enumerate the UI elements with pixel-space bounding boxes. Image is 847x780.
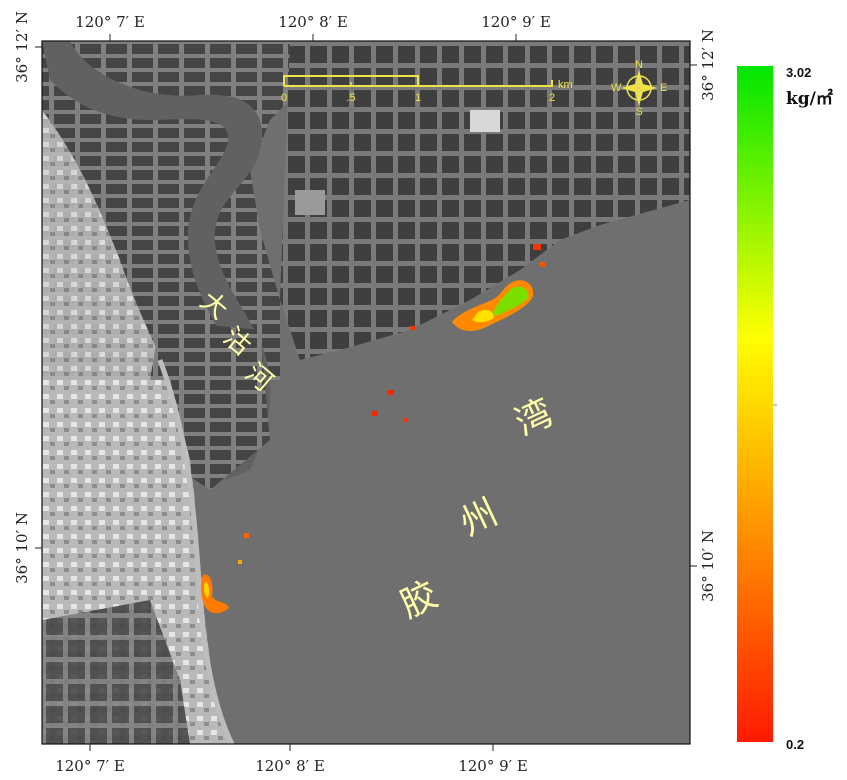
pond-area-southwest [42, 600, 190, 744]
scale-label-0: 0 [281, 92, 287, 104]
left-tick-2: 36° 10′ N [13, 512, 31, 584]
compass-e: E [660, 82, 667, 94]
right-tick-2: 36° 10′ N [699, 530, 717, 602]
bright-building [470, 110, 500, 132]
biomass-patches [201, 244, 545, 614]
scale-label-2: 2 [549, 92, 555, 104]
compass-n: N [635, 59, 643, 71]
legend-max: 3.02 [786, 65, 811, 80]
top-tick-3: 120° 9′ E [481, 13, 551, 31]
compass-w: W [611, 82, 622, 94]
scale-label-half: .5 [346, 92, 355, 104]
pond-area-northeast [280, 41, 690, 360]
compass-s: S [635, 106, 642, 118]
legend-unit: kg/㎡ [786, 88, 833, 109]
map-image [42, 41, 690, 744]
top-tick-1: 120° 7′ E [75, 13, 145, 31]
scale-unit: km [558, 79, 573, 91]
map-border [41, 40, 691, 745]
bottom-tick-2: 120° 8′ E [255, 757, 325, 775]
color-legend: 3.02 kg/㎡ 0.2 [737, 65, 833, 752]
bottom-tick-1: 120° 7′ E [55, 757, 125, 775]
scale-label-1: 1 [415, 92, 421, 104]
pale-lot [295, 190, 325, 215]
scale-bar: 0 .5 1 2 km [281, 75, 573, 104]
color-bar [737, 66, 773, 742]
left-tick-1: 36° 12′ N [13, 11, 31, 83]
top-tick-2: 120° 8′ E [278, 13, 348, 31]
coast-road [157, 359, 235, 744]
bottom-tick-3: 120° 9′ E [458, 757, 528, 775]
compass-rose-icon: N S E W [611, 59, 667, 118]
right-tick-1: 36° 12′ N [699, 29, 717, 101]
legend-min: 0.2 [786, 737, 804, 752]
